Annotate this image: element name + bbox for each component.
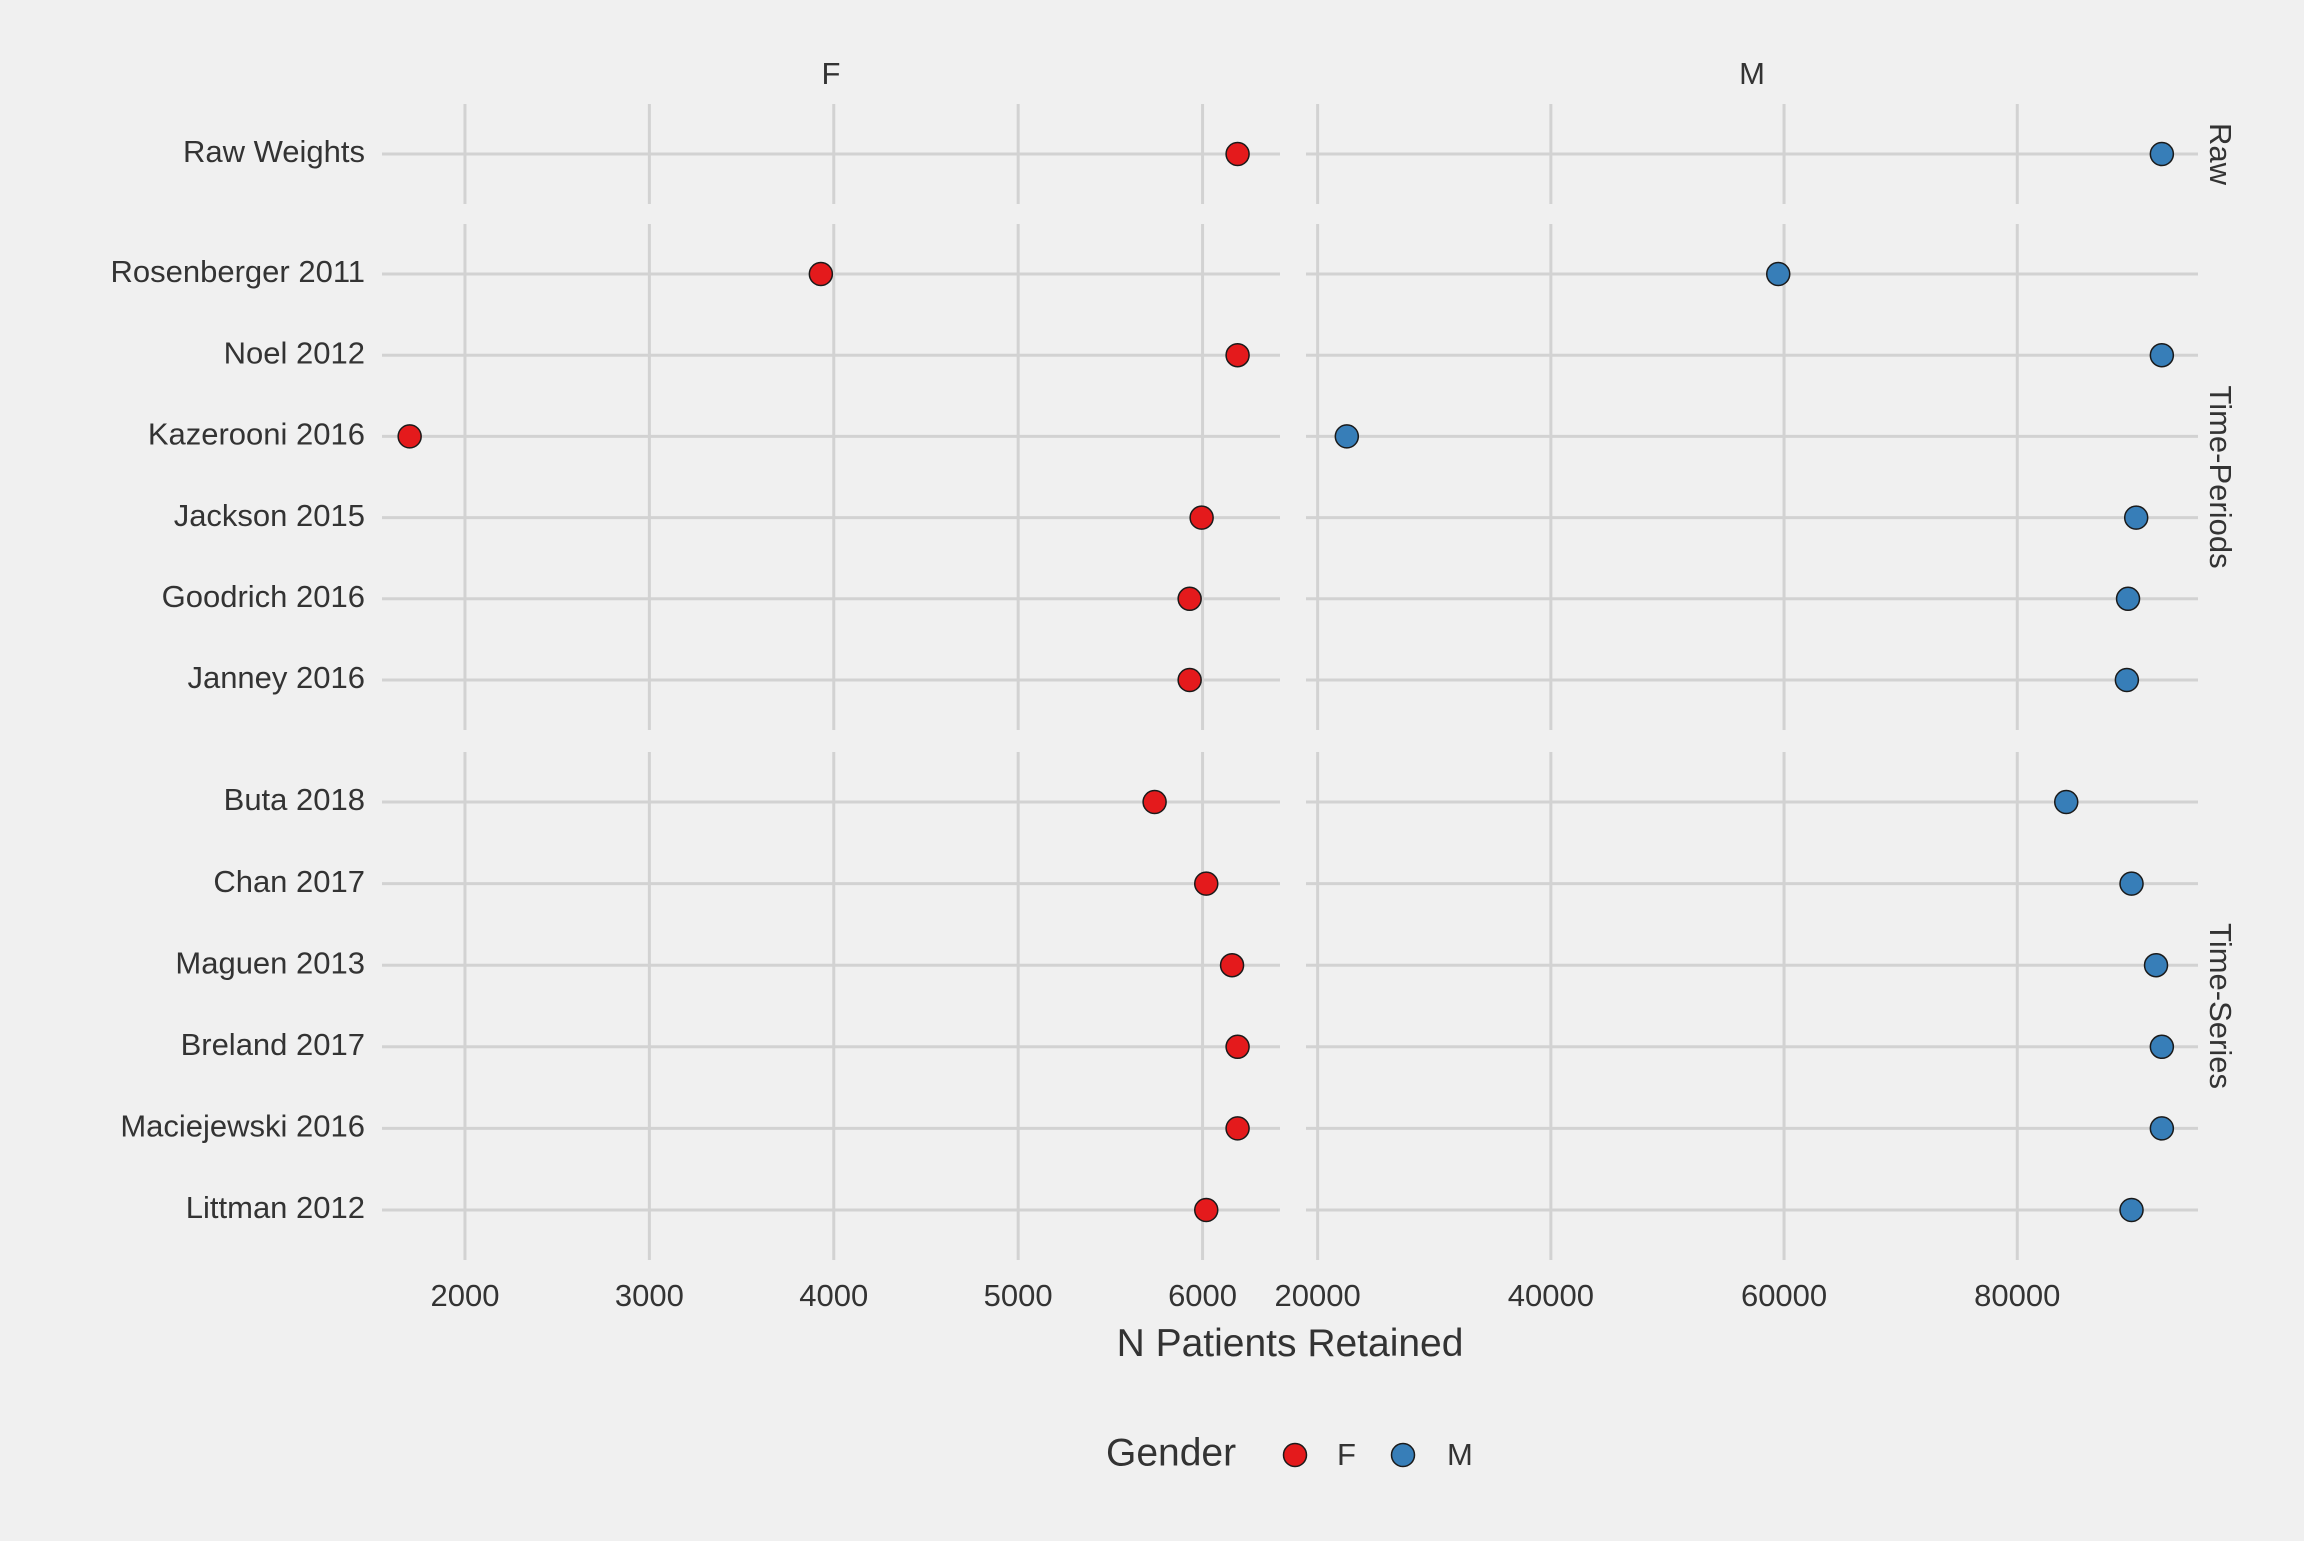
x-tick-label-f-5000: 5000: [984, 1278, 1053, 1313]
point-f-kazerooni-2016: [397, 424, 422, 449]
y-tick-label-jackson-2015: Jackson 2015: [174, 498, 365, 533]
point-f-noel-2012: [1225, 342, 1250, 368]
y-tick-label-kazerooni-2016: Kazerooni 2016: [148, 417, 365, 452]
x-tick-label-m-40000: 40000: [1508, 1278, 1594, 1313]
point-m-chan-2017: [2119, 871, 2144, 896]
point-m-maguen-2013: [2143, 952, 2169, 978]
y-tick-label-janney-2016: Janney 2016: [187, 660, 365, 695]
y-tick-label-raw-weights: Raw Weights: [183, 134, 365, 169]
point-f-goodrich-2016: [1177, 586, 1202, 612]
point-f-chan-2017: [1193, 871, 1219, 896]
facet-row-label-raw: Raw: [2203, 123, 2238, 186]
facet-col-label-m: M: [1739, 56, 1765, 91]
point-f-buta-2018: [1142, 789, 1167, 815]
point-m-jackson-2015: [2123, 505, 2149, 530]
point-f-littman-2012: [1193, 1197, 1219, 1223]
point-f-breland-2017: [1225, 1034, 1250, 1060]
legend-title: Gender: [1106, 1431, 1236, 1474]
x-tick-label-m-80000: 80000: [1974, 1278, 2060, 1313]
point-m-raw-weights: [2149, 141, 2175, 167]
x-tick-label-m-20000: 20000: [1275, 1278, 1361, 1313]
point-m-noel-2012: [2149, 342, 2175, 368]
facet-row-label-time-periods: Time-Periods: [2203, 385, 2238, 568]
y-tick-label-buta-2018: Buta 2018: [224, 782, 365, 817]
x-tick-label-f-6000: 6000: [1168, 1278, 1237, 1313]
x-tick-label-f-4000: 4000: [799, 1278, 868, 1313]
legend-label-f: F: [1337, 1437, 1356, 1472]
legend-key-m: [1390, 1442, 1416, 1468]
x-tick-label-f-3000: 3000: [615, 1278, 684, 1313]
point-m-rosenberger-2011: [1765, 261, 1791, 287]
point-m-maciejewski-2016: [2149, 1116, 2175, 1141]
x-tick-label-m-60000: 60000: [1741, 1278, 1827, 1313]
point-f-maciejewski-2016: [1225, 1116, 1250, 1141]
legend-label-m: M: [1447, 1437, 1473, 1472]
y-tick-label-chan-2017: Chan 2017: [213, 864, 365, 899]
point-f-janney-2016: [1177, 667, 1202, 693]
y-tick-label-maguen-2013: Maguen 2013: [175, 945, 365, 980]
point-m-kazerooni-2016: [1334, 424, 1360, 449]
point-m-littman-2012: [2119, 1197, 2144, 1223]
point-m-goodrich-2016: [2115, 586, 2141, 612]
y-tick-label-littman-2012: Littman 2012: [186, 1190, 365, 1225]
y-tick-label-maciejewski-2016: Maciejewski 2016: [120, 1109, 365, 1144]
y-tick-label-breland-2017: Breland 2017: [181, 1027, 365, 1062]
y-tick-label-rosenberger-2011: Rosenberger 2011: [111, 254, 366, 289]
point-f-jackson-2015: [1189, 505, 1214, 530]
y-tick-label-noel-2012: Noel 2012: [224, 335, 365, 370]
facet-col-label-f: F: [822, 56, 841, 91]
y-tick-label-goodrich-2016: Goodrich 2016: [162, 579, 365, 614]
legend-key-f: [1282, 1442, 1308, 1468]
x-tick-label-f-2000: 2000: [430, 1278, 499, 1313]
point-f-maguen-2013: [1219, 952, 1245, 978]
facet-row-label-time-series: Time-Series: [2203, 923, 2238, 1089]
point-m-breland-2017: [2149, 1034, 2175, 1060]
point-m-buta-2018: [2053, 789, 2079, 815]
point-m-janney-2016: [2114, 667, 2140, 693]
point-f-rosenberger-2011: [808, 261, 834, 287]
point-f-raw-weights: [1225, 141, 1250, 167]
x-axis-title: N Patients Retained: [1117, 1322, 1464, 1365]
